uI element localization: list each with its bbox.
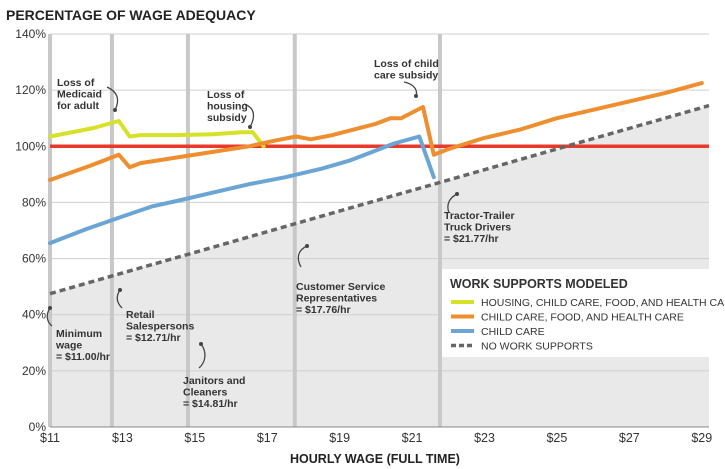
annotation-label: = $21.77/hr (444, 233, 499, 245)
annotation-label: = $11.00/hr (56, 351, 110, 363)
annotation-arrow-head (305, 244, 309, 248)
annotation-label: Representatives (296, 293, 377, 305)
annotation-arrow (447, 193, 458, 214)
x-tick-label: $19 (329, 431, 350, 445)
legend-box (442, 269, 712, 357)
annotation-arrow-head (113, 108, 117, 112)
annotation-label: care subsidy (374, 70, 438, 82)
occupation-wage-marker (437, 34, 442, 427)
series-line-3 (48, 134, 436, 246)
x-tick-label: $13 (112, 431, 133, 445)
x-tick-label: $21 (402, 431, 423, 445)
occupation-wage-marker (48, 34, 52, 427)
x-tick-label: $11 (40, 431, 60, 445)
chart-title: PERCENTAGE OF WAGE ADEQUACY (6, 7, 256, 23)
series-line-4 (49, 103, 710, 296)
legend-title: WORK SUPPORTS MODELED (450, 277, 628, 291)
annotation-arrow-head (199, 342, 203, 346)
y-tick-label: 100% (15, 139, 46, 153)
x-tick-label: $23 (474, 431, 495, 445)
annotation-label: subsidy (207, 112, 247, 124)
annotation-label: = $14.81/hr (183, 398, 238, 410)
annotation-arrow (403, 81, 418, 97)
legend-entry-1: HOUSING, CHILD CARE, FOOD, AND HEALTH CA… (481, 297, 725, 309)
annotation-label: housing (207, 101, 248, 113)
annotation-label: wage (55, 340, 82, 352)
annotation-label: Loss of child (374, 58, 439, 70)
annotation-label: Minimum (56, 328, 102, 340)
annotation-arrow-head (455, 192, 459, 196)
x-tick-label: $25 (546, 431, 567, 445)
annotation-arrow (106, 86, 119, 111)
annotation-label: Loss of (207, 89, 245, 101)
x-tick-label: $29 (691, 431, 712, 445)
legend-entry-3: CHILD CARE (481, 326, 545, 338)
series-line-2 (48, 81, 704, 182)
annotation-arrow (243, 103, 255, 128)
annotation-label: for adult (57, 100, 99, 112)
annotation-label: = $17.76/hr (296, 304, 351, 316)
y-tick-label: 0% (29, 420, 47, 434)
legend-entry-2: CHILD CARE, FOOD, AND HEALTH CARE (481, 312, 684, 324)
annotation-label: Salespersons (126, 321, 194, 333)
annotation-arrow-head (248, 125, 252, 129)
annotation-label: Tractor-Trailer (444, 210, 515, 222)
annotation-label: Cleaners (183, 387, 228, 399)
series-line-1 (48, 119, 266, 149)
annotation-label: Truck Drivers (444, 222, 511, 234)
occupation-wage-marker (185, 34, 190, 427)
annotation-label: = $12.71/hr (126, 332, 181, 344)
y-tick-label: 60% (22, 252, 46, 266)
y-tick-label: 40% (22, 308, 46, 322)
y-tick-label: 120% (15, 83, 46, 97)
x-axis-label: HOURLY WAGE (FULL TIME) (290, 452, 460, 466)
legend-entry-4: NO WORK SUPPORTS (481, 341, 593, 353)
annotation-arrow-head (48, 306, 52, 310)
annotation-label: Retail (126, 309, 155, 321)
annotation-label: Loss of (57, 77, 95, 89)
y-tick-label: 20% (22, 364, 46, 378)
x-tick-label: $15 (184, 431, 205, 445)
occupation-wage-marker (109, 34, 114, 427)
annotation-arrow-head (414, 94, 418, 98)
annotation-arrow (198, 343, 206, 369)
y-tick-label: 80% (22, 195, 46, 209)
y-tick-label: 140% (15, 27, 46, 41)
annotation-arrow-head (118, 288, 122, 292)
occupation-wage-marker (292, 34, 297, 427)
annotation-label: Customer Service (296, 281, 385, 293)
x-tick-label: $17 (257, 431, 278, 445)
annotation-label: Medicaid (57, 89, 102, 101)
x-tick-label: $27 (619, 431, 640, 445)
annotation-arrow (297, 245, 308, 268)
annotation-label: Janitors and (183, 375, 245, 387)
